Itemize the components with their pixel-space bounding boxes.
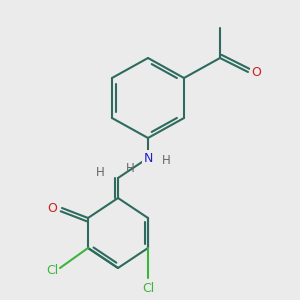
Text: Cl: Cl <box>46 263 58 277</box>
Text: H: H <box>162 154 170 166</box>
Text: O: O <box>251 65 261 79</box>
Text: N: N <box>143 152 153 164</box>
Text: Cl: Cl <box>142 281 154 295</box>
Text: H: H <box>96 167 104 179</box>
Text: H: H <box>126 161 134 175</box>
Text: O: O <box>47 202 57 214</box>
